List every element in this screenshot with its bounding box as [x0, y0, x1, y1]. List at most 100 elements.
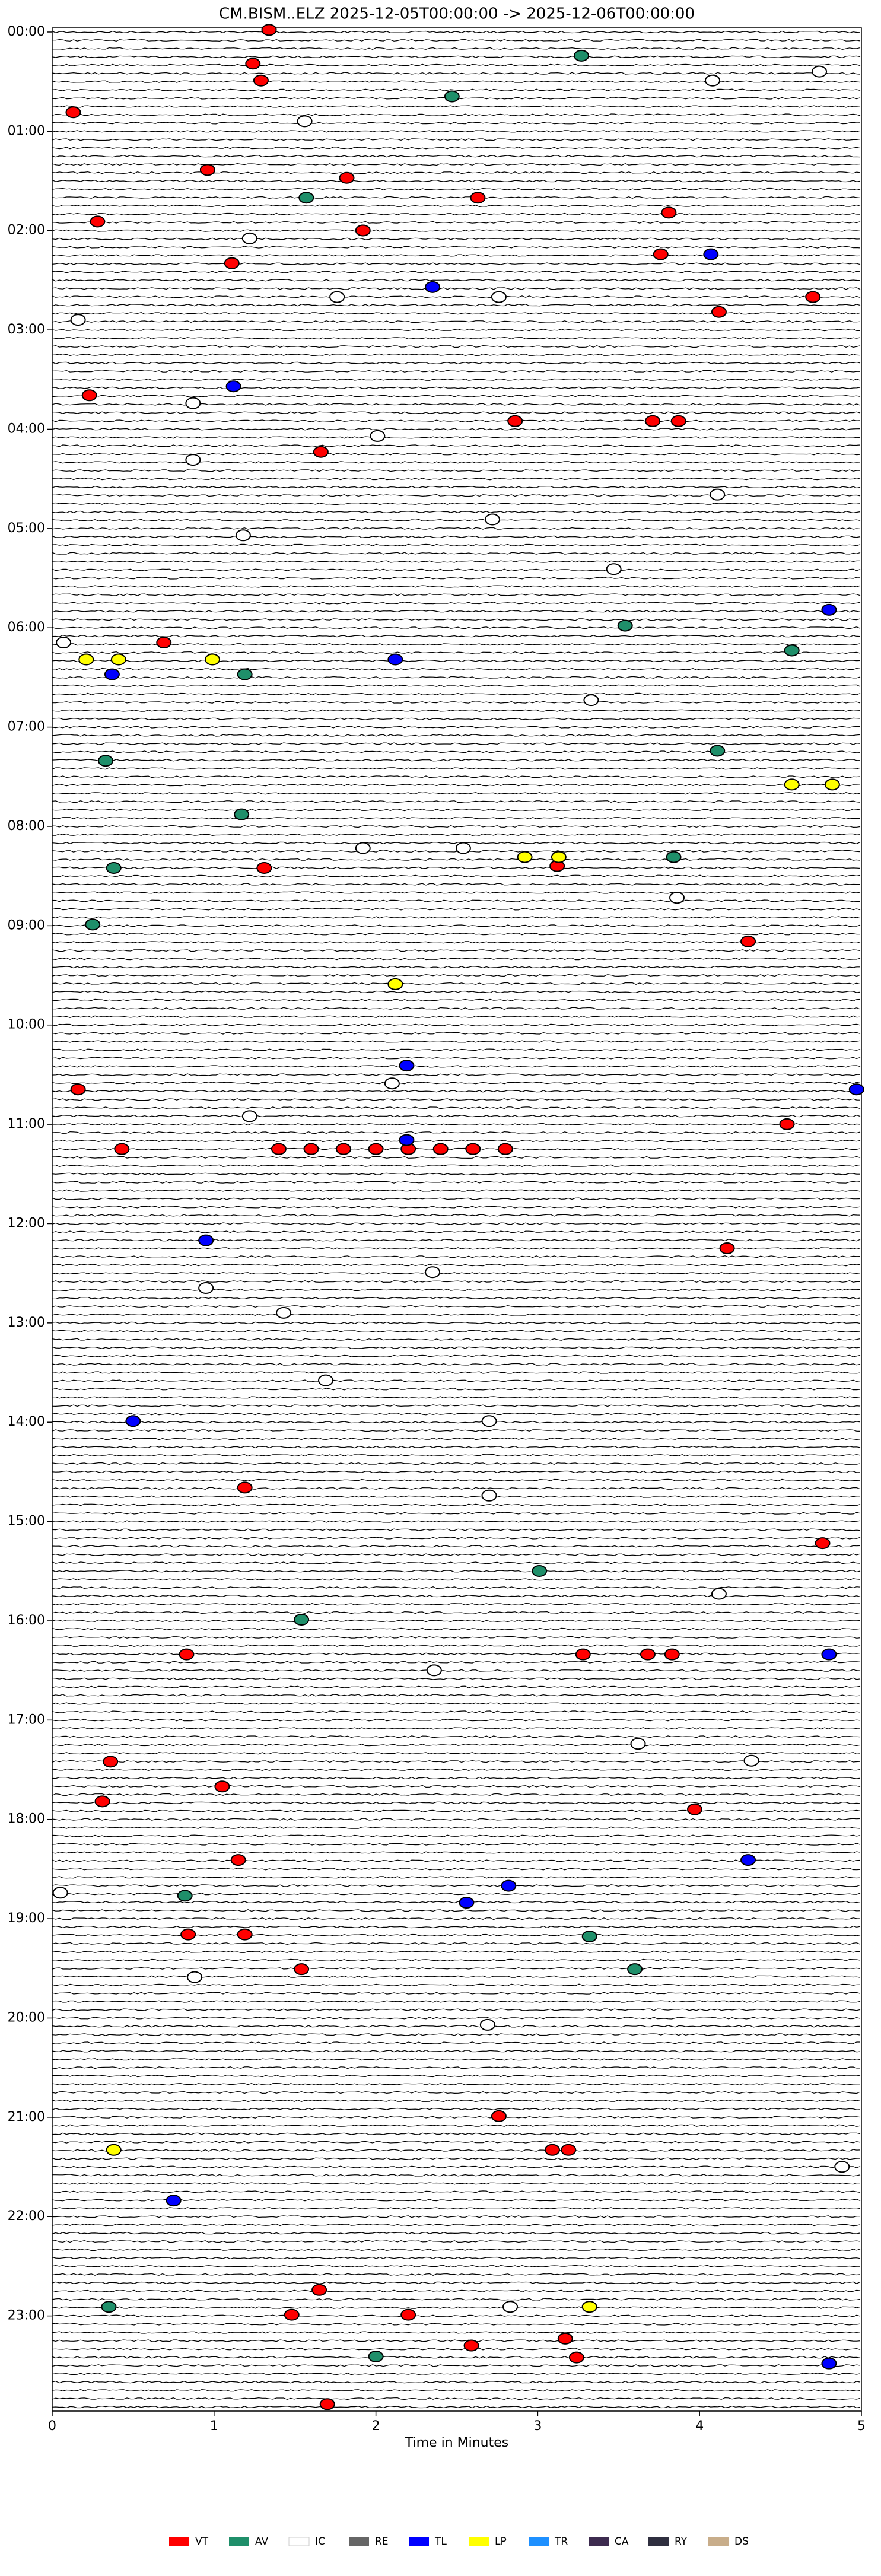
event-marker — [561, 2144, 577, 2156]
event-marker — [661, 206, 677, 219]
trace — [52, 1106, 861, 1109]
event-marker — [294, 1963, 310, 1976]
trace — [52, 825, 861, 828]
event-marker — [711, 306, 727, 318]
event-marker — [368, 1143, 384, 1155]
trace — [52, 1884, 861, 1887]
event-marker — [303, 1143, 319, 1155]
trace — [52, 155, 861, 158]
trace — [52, 1975, 861, 1978]
trace — [52, 2149, 861, 2152]
trace — [52, 2008, 861, 2011]
y-tick-label: 10:00 — [8, 1017, 45, 1032]
trace — [52, 2323, 861, 2326]
trace — [52, 1264, 861, 1267]
trace — [52, 320, 861, 323]
trace — [52, 1495, 860, 1498]
legend-label: CA — [615, 2536, 629, 2548]
trace — [52, 2182, 860, 2185]
event-marker — [740, 935, 756, 947]
y-tick-label: 13:00 — [8, 1315, 45, 1330]
legend-label: VT — [195, 2536, 209, 2548]
event-marker — [743, 1754, 759, 1767]
trace — [52, 279, 861, 282]
y-tick-label: 19:00 — [8, 1911, 45, 1926]
trace — [52, 692, 861, 695]
trace — [52, 1214, 861, 1217]
event-marker — [166, 2195, 182, 2207]
event-marker — [666, 851, 682, 863]
trace — [52, 2306, 861, 2309]
trace — [52, 1296, 861, 1300]
trace — [52, 1992, 861, 1995]
trace — [52, 353, 861, 357]
trace — [52, 1007, 861, 1010]
trace — [52, 1388, 861, 1391]
trace — [52, 312, 861, 315]
trace — [52, 1478, 861, 1482]
event-marker — [235, 529, 251, 542]
legend-swatch — [229, 2537, 249, 2546]
trace — [52, 602, 861, 605]
trace — [52, 2082, 860, 2086]
trace — [52, 1371, 861, 1374]
y-tick-label: 03:00 — [8, 322, 45, 337]
trace — [52, 2397, 861, 2400]
trace — [52, 1570, 861, 1573]
legend-label: IC — [315, 2536, 325, 2548]
trace — [52, 2058, 861, 2061]
trace — [52, 39, 861, 42]
trace — [52, 891, 861, 894]
event-marker — [502, 2301, 519, 2313]
trace — [52, 1462, 861, 1465]
trace — [52, 494, 861, 497]
event-marker — [507, 415, 523, 427]
trace — [52, 1470, 860, 1474]
y-tick-label: 15:00 — [8, 1514, 45, 1529]
trace — [52, 179, 861, 183]
legend-swatch — [349, 2537, 369, 2546]
trace — [52, 1760, 861, 1763]
event-marker — [114, 1143, 130, 1155]
legend-swatch — [409, 2537, 429, 2546]
trace — [52, 2207, 861, 2210]
trace — [52, 336, 861, 340]
trace — [52, 122, 861, 125]
event-marker — [284, 2308, 300, 2321]
event-marker — [187, 1971, 203, 1983]
trace — [52, 386, 861, 389]
event-marker — [821, 603, 837, 616]
event-marker — [237, 668, 253, 680]
legend-label: DS — [734, 2536, 749, 2548]
trace — [52, 990, 861, 994]
event-marker — [237, 1928, 253, 1941]
trace — [52, 2215, 861, 2218]
trace — [52, 453, 861, 456]
event-marker — [491, 2110, 507, 2122]
event-marker — [214, 1780, 230, 1793]
event-marker — [387, 653, 403, 666]
event-marker — [256, 861, 272, 874]
trace — [52, 1933, 861, 1937]
trace — [52, 2356, 861, 2359]
x-tick-label: 2 — [372, 2419, 380, 2434]
event-marker — [70, 314, 86, 326]
trace — [52, 2298, 861, 2301]
trace — [52, 1354, 861, 1357]
trace — [52, 1528, 861, 1531]
trace — [52, 742, 861, 745]
y-tick-label: 18:00 — [8, 1812, 45, 1827]
trace — [52, 2000, 861, 2003]
trace — [52, 1983, 861, 1986]
event-marker — [399, 1060, 415, 1072]
y-tick-label: 21:00 — [8, 2110, 45, 2125]
trace — [52, 858, 861, 861]
trace — [52, 1685, 861, 1688]
legend-label: TL — [434, 2536, 447, 2548]
event-marker — [719, 1242, 735, 1255]
trace — [52, 2331, 861, 2334]
trace — [52, 1065, 861, 1068]
trace — [52, 196, 861, 199]
legend-swatch — [529, 2537, 549, 2546]
y-tick-label: 11:00 — [8, 1117, 45, 1131]
